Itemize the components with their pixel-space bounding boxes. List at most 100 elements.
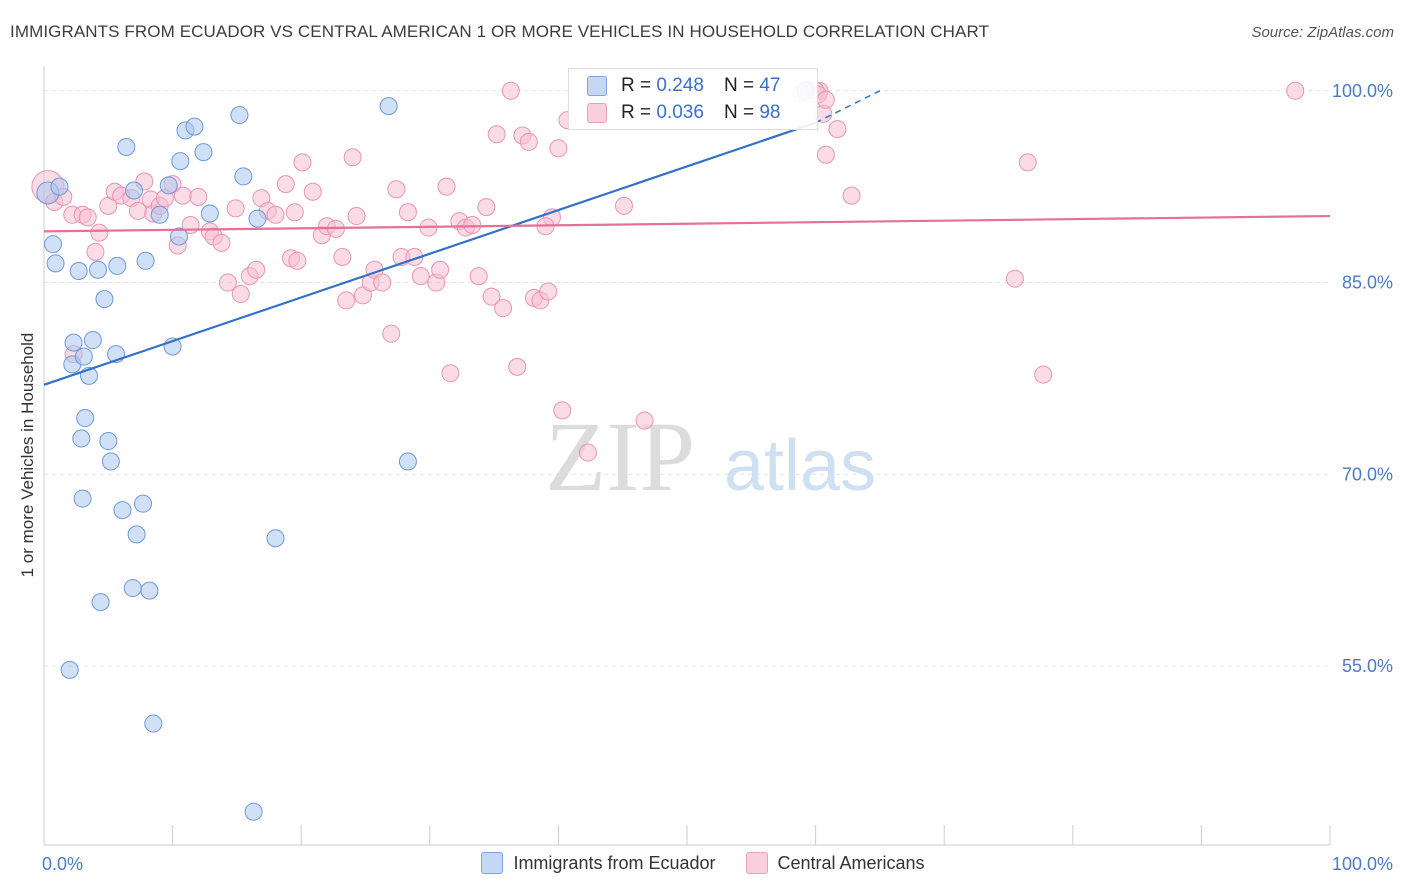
point-central-85 <box>635 411 654 430</box>
trend-line-ecuador-extension <box>815 90 881 124</box>
legend-label-central: Central Americans <box>777 852 925 873</box>
point-ecuador-36 <box>185 117 204 136</box>
point-central-51 <box>373 273 392 292</box>
chart-title: IMMIGRANTS FROM ECUADOR VS CENTRAL AMERI… <box>10 22 990 41</box>
point-ecuador-20 <box>108 256 127 275</box>
point-central-65 <box>463 216 482 235</box>
point-central-87 <box>816 145 835 164</box>
point-central-29 <box>231 285 250 304</box>
point-central-72 <box>508 357 527 376</box>
point-central-99 <box>1005 269 1024 288</box>
ecuador-points <box>36 81 815 821</box>
point-central-28 <box>226 199 245 218</box>
point-central-77 <box>539 282 558 301</box>
point-ecuador-40 <box>234 167 253 186</box>
point-central-5 <box>78 208 97 227</box>
point-ecuador-14 <box>89 260 108 279</box>
point-ecuador-5 <box>60 660 79 679</box>
point-ecuador-45 <box>398 452 417 471</box>
point-central-89 <box>842 186 861 205</box>
point-central-96 <box>828 120 847 139</box>
point-central-62 <box>441 364 460 383</box>
point-central-55 <box>398 203 417 222</box>
point-ecuador-33 <box>170 227 189 246</box>
point-central-95 <box>816 90 835 109</box>
point-central-60 <box>431 260 450 279</box>
point-central-46 <box>343 148 362 167</box>
point-central-97 <box>1286 81 1305 100</box>
point-central-74 <box>519 132 538 151</box>
point-central-40 <box>303 182 322 201</box>
point-ecuador-24 <box>127 525 146 544</box>
central-n-value: 98 <box>759 102 781 123</box>
point-ecuador-13 <box>83 331 102 350</box>
central-swatch <box>587 103 607 123</box>
legend-item-ecuador[interactable]: Immigrants from Ecuador <box>481 852 716 874</box>
point-ecuador-22 <box>117 138 136 157</box>
ecuador-r-value: 0.248 <box>656 75 704 96</box>
point-ecuador-28 <box>140 581 159 600</box>
point-central-66 <box>469 267 488 286</box>
central-r-label: R = <box>621 102 652 123</box>
legend-item-central[interactable]: Central Americans <box>745 852 925 874</box>
point-ecuador-16 <box>95 290 114 309</box>
point-central-68 <box>482 287 501 306</box>
point-central-39 <box>293 153 312 172</box>
x-tick-label-0: 0.0% <box>42 854 83 874</box>
legend-swatch-ecuador <box>481 852 504 874</box>
point-central-47 <box>347 207 366 226</box>
point-ecuador-27 <box>136 251 155 270</box>
central-r-value: 0.036 <box>656 102 704 123</box>
point-ecuador-44 <box>379 97 398 116</box>
y-axis-label: 1 or more Vehicles in Household <box>18 332 37 578</box>
point-ecuador-4 <box>64 333 83 352</box>
point-central-61 <box>437 177 456 196</box>
point-central-6 <box>86 242 105 261</box>
point-ecuador-30 <box>150 205 169 224</box>
point-central-70 <box>494 299 513 318</box>
point-central-57 <box>411 267 430 286</box>
point-central-71 <box>501 81 520 100</box>
point-central-31 <box>247 260 266 279</box>
point-central-82 <box>553 401 572 420</box>
point-ecuador-38 <box>200 204 219 223</box>
point-ecuador-6 <box>72 429 91 448</box>
stats-row-central: R = 0.036 N = 98 <box>587 102 780 124</box>
point-central-44 <box>333 247 352 266</box>
point-central-53 <box>387 180 406 199</box>
y-tick-label-0: 55.0% <box>1342 656 1393 676</box>
point-central-35 <box>276 175 295 194</box>
trend-line-ecuador <box>43 121 816 386</box>
trend-line-central <box>43 214 1331 233</box>
point-ecuador-17 <box>99 432 118 451</box>
point-ecuador-43 <box>266 529 285 548</box>
point-central-34 <box>266 205 285 224</box>
point-central-69 <box>487 125 506 144</box>
watermark-atlas: atlas <box>724 426 876 506</box>
point-central-37 <box>285 203 304 222</box>
point-central-98 <box>1034 365 1053 384</box>
legend-label-ecuador: Immigrants from Ecuador <box>513 852 716 873</box>
tick-labels: 55.0% 70.0% 85.0% 100.0% 0.0% 100.0% <box>42 81 1393 874</box>
stats-row-ecuador: R = 0.248 N = 47 <box>587 75 780 97</box>
central-n-label: N = <box>723 102 755 123</box>
legend: Immigrants from Ecuador Central American… <box>0 852 1406 874</box>
point-central-67 <box>477 198 496 217</box>
point-ecuador-21 <box>113 501 132 520</box>
y-tick-label-3: 100.0% <box>1332 81 1393 101</box>
point-ecuador-26 <box>134 494 153 513</box>
point-ecuador-41 <box>244 802 263 821</box>
point-central-45 <box>337 291 356 310</box>
point-central-26 <box>212 233 231 252</box>
point-ecuador-11 <box>76 409 95 428</box>
point-central-7 <box>90 223 109 242</box>
ecuador-n-value: 47 <box>759 75 781 96</box>
point-central-84 <box>614 196 633 215</box>
y-tick-label-2: 85.0% <box>1342 273 1393 293</box>
point-central-83 <box>578 443 597 462</box>
point-central-80 <box>549 139 568 158</box>
point-ecuador-10 <box>73 489 92 508</box>
y-tick-label-1: 70.0% <box>1342 464 1393 484</box>
point-central-23 <box>189 187 208 206</box>
